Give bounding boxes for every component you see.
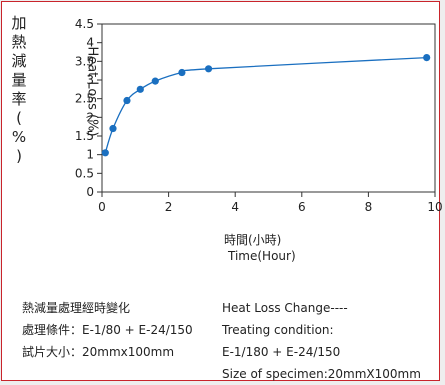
y-tick-label: 4.5: [75, 17, 94, 31]
y-tick-label: 3: [86, 73, 94, 87]
x-axis-label-chinese: 時間(小時): [224, 233, 282, 247]
note-condition-english: E-1/180 + E-24/150: [222, 345, 341, 359]
note-condition-chinese: 處理條件：E-1/80 + E-24/150: [22, 323, 193, 337]
y-label-glyph: 率: [11, 90, 27, 108]
x-tick-label: 0: [98, 200, 106, 214]
x-tick-label: 10: [427, 200, 442, 214]
y-tick-label: 2: [86, 110, 94, 124]
y-tick-label: 4: [86, 36, 94, 50]
y-tick-label: 1: [86, 148, 94, 162]
notes-chinese: 熱減量處理經時變化 處理條件：E-1/80 + E-24/150 試片大小：20…: [22, 297, 193, 363]
plot-area: 0 0.5 1 1.5 2 2.5 3 3.5 4 4.5 0 2 4 6 8 10: [75, 17, 443, 214]
y-tick-label: 1.5: [75, 129, 94, 143]
data-point: [109, 124, 117, 133]
x-tick-label: 4: [231, 200, 239, 214]
y-tick-label: 3.5: [75, 54, 94, 68]
plot-border: [101, 23, 436, 193]
y-label-glyph: 量: [11, 71, 27, 89]
y-tick-label: 0.5: [75, 166, 94, 180]
data-point: [151, 77, 159, 85]
data-point: [123, 96, 131, 105]
y-axis-label-chinese: 加熱減量率(%): [8, 14, 30, 166]
y-label-glyph: %: [11, 128, 27, 146]
x-axis-label-english: Time(Hour): [228, 249, 296, 263]
data-point: [423, 54, 431, 62]
y-label-glyph: 減: [11, 52, 27, 70]
y-tick-label: 2.5: [75, 92, 94, 106]
x-tick-label: 8: [365, 200, 373, 214]
y-tick-label: 0: [86, 185, 94, 199]
note-condition-label-english: Treating condition:: [222, 323, 334, 337]
series-line: [104, 56, 427, 153]
data-point: [204, 65, 213, 73]
note-specimen-english: Size of specimen:20mmX100mm: [222, 367, 421, 381]
y-axis-label-english: Heat Loss (%): [84, 46, 100, 137]
y-label-glyph: 熱: [11, 33, 27, 51]
data-point: [136, 85, 144, 93]
x-tick-label: 6: [298, 200, 306, 214]
data-point: [178, 68, 186, 77]
x-tick-label: 2: [165, 200, 173, 214]
chart-frame: [1, 1, 440, 381]
note-title-english: Heat Loss Change----: [222, 301, 348, 315]
notes-english: Heat Loss Change---- Treating condition:…: [222, 297, 421, 385]
y-label-glyph: 加: [11, 14, 27, 32]
note-title-chinese: 熱減量處理經時變化: [22, 301, 131, 315]
y-label-glyph: ): [16, 147, 22, 165]
data-point: [101, 149, 109, 157]
note-specimen-chinese: 試片大小：20mmx100mm: [22, 345, 175, 359]
y-label-glyph: (: [16, 109, 22, 127]
